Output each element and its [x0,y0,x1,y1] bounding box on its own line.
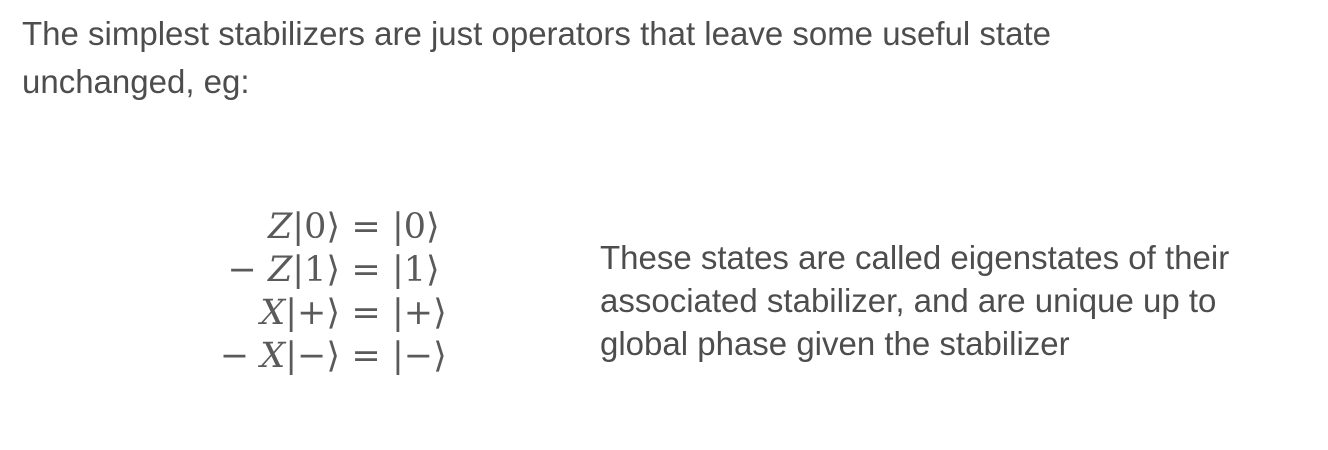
equation-operator: Z [267,250,293,290]
eigenstate-note: These states are called eigenstates of t… [600,239,1230,362]
equation-lhs: Z|0⟩ [150,200,340,255]
equation-sign: − [227,250,268,290]
equation-relation: = [351,250,381,290]
intro-paragraph: The simplest stabilizers are just operat… [22,15,1051,100]
equation-ket: |1⟩ [292,250,340,290]
equation-operator: X [260,293,286,333]
equation-relation: = [351,293,381,333]
equation-row: Z|0⟩ = |0⟩ [150,200,470,255]
equation-rhs: |0⟩ [392,207,440,247]
equation-sign: − [219,336,261,376]
equation-row: X|+⟩ = |+⟩ [150,286,470,341]
equation-lhs: X|+⟩ [150,286,340,341]
equation-row: − X|−⟩ = |−⟩ [150,329,470,384]
equation-ket: |−⟩ [285,336,340,376]
equation-operator: X [260,336,286,376]
stabilizer-equations: Z|0⟩ = |0⟩ − Z|1⟩ = |1⟩ X|+⟩ = |+⟩ − X|−… [150,200,470,384]
equation-relation: = [351,207,381,247]
equation-lhs: − Z|1⟩ [150,243,341,298]
equation-rhs: |−⟩ [392,336,447,376]
equation-operator: Z [267,207,293,247]
equation-row: − Z|1⟩ = |1⟩ [150,243,470,298]
equation-rhs: |1⟩ [392,250,440,290]
equation-ket: |+⟩ [285,293,340,333]
equation-lhs: − X|−⟩ [150,329,340,384]
equation-relation: = [351,336,381,376]
equation-rhs: |+⟩ [392,293,447,333]
equation-ket: |0⟩ [292,207,340,247]
